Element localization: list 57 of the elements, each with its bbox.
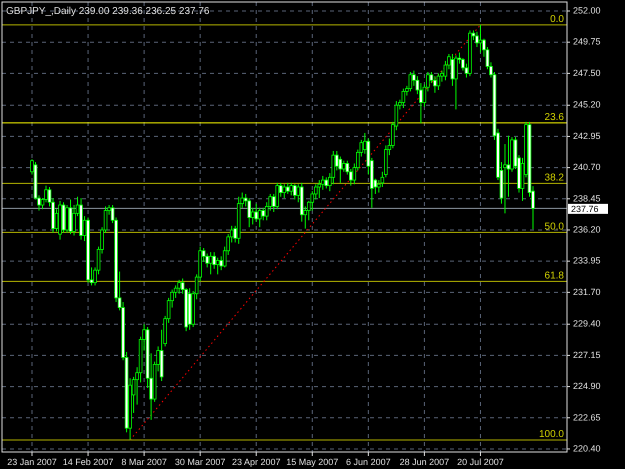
y-tick-label: 236.20 xyxy=(573,224,601,234)
candlestick xyxy=(208,252,212,275)
annotation: 100.0 xyxy=(538,428,564,440)
x-tick-label: 15 May 2007 xyxy=(286,457,338,467)
y-tick-label: 233.95 xyxy=(573,256,601,266)
x-tick-label: 6 Jun 2007 xyxy=(346,457,391,467)
y-tick-label: 227.15 xyxy=(573,350,601,360)
candlestick xyxy=(317,180,322,199)
candlestick xyxy=(286,182,290,194)
x-tick-label: 8 Mar 2007 xyxy=(121,457,167,467)
candlestick xyxy=(436,72,440,91)
annotation: 61.8 xyxy=(544,270,564,282)
candlestick xyxy=(478,24,482,54)
y-tick-label: 224.90 xyxy=(573,381,601,392)
y-tick-label: 242.95 xyxy=(573,130,601,141)
y-tick-label: 229.40 xyxy=(573,318,601,329)
candlestick xyxy=(408,71,412,92)
y-tick-label: 249.75 xyxy=(573,36,601,47)
candlestick xyxy=(292,184,297,200)
x-tick-label: 23 Jan 2007 xyxy=(7,457,57,467)
candlestick xyxy=(216,257,220,275)
annotation: 50.0 xyxy=(544,221,564,232)
x-tick-label: 14 Feb 2007 xyxy=(62,457,114,467)
x-tick-label: 20 Jul 2007 xyxy=(457,457,504,467)
candlestick xyxy=(402,88,406,109)
candlestick xyxy=(454,54,458,110)
x-tick-label: 23 Apr 2007 xyxy=(232,457,280,467)
x-tick-label: 30 Mar 2007 xyxy=(174,457,226,467)
candlestick xyxy=(177,279,181,294)
y-tick-label: 247.50 xyxy=(573,68,601,78)
y-tick-label: 245.20 xyxy=(573,100,601,110)
chart-title: GBPJPY_,Daily 239.00 239.36 236.25 237.76 xyxy=(6,6,210,17)
annotation: 0.0 xyxy=(550,14,564,25)
candlestick xyxy=(275,182,280,210)
candlestick xyxy=(68,198,72,235)
y-tick-label: 252.00 xyxy=(573,6,601,16)
candlestick xyxy=(282,184,286,199)
candlestick xyxy=(258,207,262,228)
annotation: 23.6 xyxy=(544,112,564,123)
x-tick-label: 28 Jun 2007 xyxy=(400,457,450,467)
y-tick-label: 238.45 xyxy=(573,193,601,204)
candlestick xyxy=(289,182,294,196)
candlestick xyxy=(503,144,507,214)
candlestick xyxy=(254,203,258,222)
annotation: 38.2 xyxy=(544,172,564,184)
y-tick-label: 240.70 xyxy=(573,162,601,172)
candlestick xyxy=(324,176,328,189)
candlestick xyxy=(65,204,69,234)
ref-line-label: 237.76 xyxy=(571,204,599,214)
candlestick xyxy=(433,76,437,94)
y-tick-label: 231.70 xyxy=(573,286,601,297)
y-tick-label: 222.65 xyxy=(573,412,601,422)
candlestick xyxy=(261,207,266,221)
candlestick xyxy=(342,160,346,172)
candlestick xyxy=(247,198,252,228)
y-tick-label: 220.40 xyxy=(573,443,601,454)
candlestick xyxy=(450,53,454,86)
